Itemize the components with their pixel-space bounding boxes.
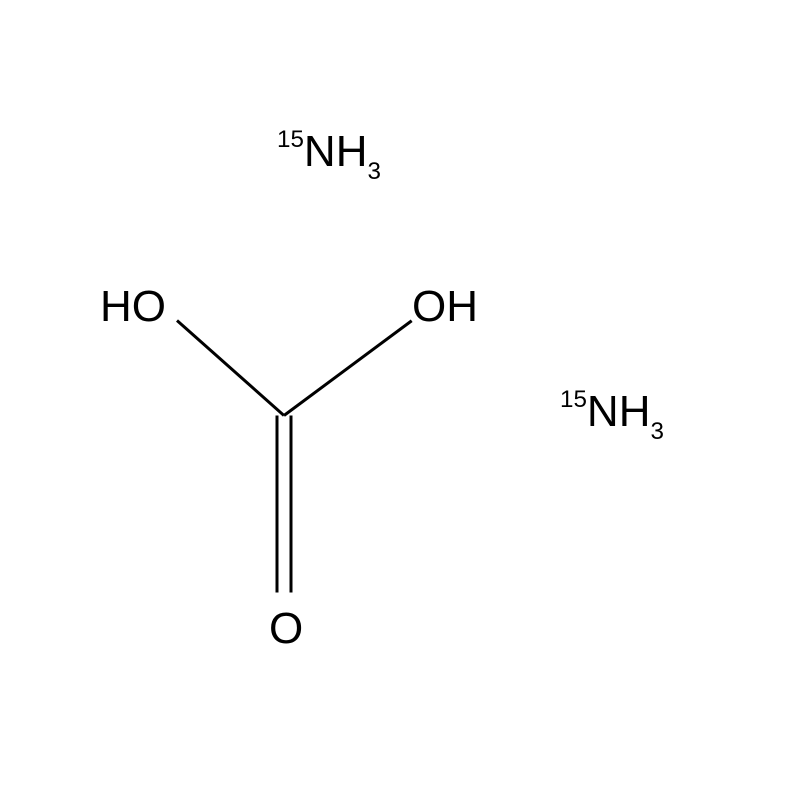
atom-text: NH — [304, 127, 368, 176]
isotope-superscript: 15 — [560, 386, 587, 413]
atom-text: HO — [100, 282, 166, 331]
bond-line — [176, 319, 285, 416]
atom-label-nh3-b: 15NH3 — [560, 390, 664, 441]
atom-text: O — [269, 604, 303, 653]
atom-label-oh-right: OH — [412, 285, 478, 329]
atom-text: OH — [412, 282, 478, 331]
chemical-structure-canvas: HO OH O 15NH3 15NH3 — [0, 0, 800, 800]
bond-line — [276, 415, 279, 592]
atom-label-nh3-a: 15NH3 — [277, 130, 381, 181]
atom-text: NH — [587, 387, 651, 436]
atom-label-o-bottom: O — [269, 607, 303, 651]
bond-line — [290, 415, 293, 592]
atom-subscript: 3 — [650, 418, 663, 445]
bond-line — [283, 319, 413, 416]
isotope-superscript: 15 — [277, 126, 304, 153]
atom-label-oh-left: HO — [100, 285, 166, 329]
atom-subscript: 3 — [367, 158, 380, 185]
